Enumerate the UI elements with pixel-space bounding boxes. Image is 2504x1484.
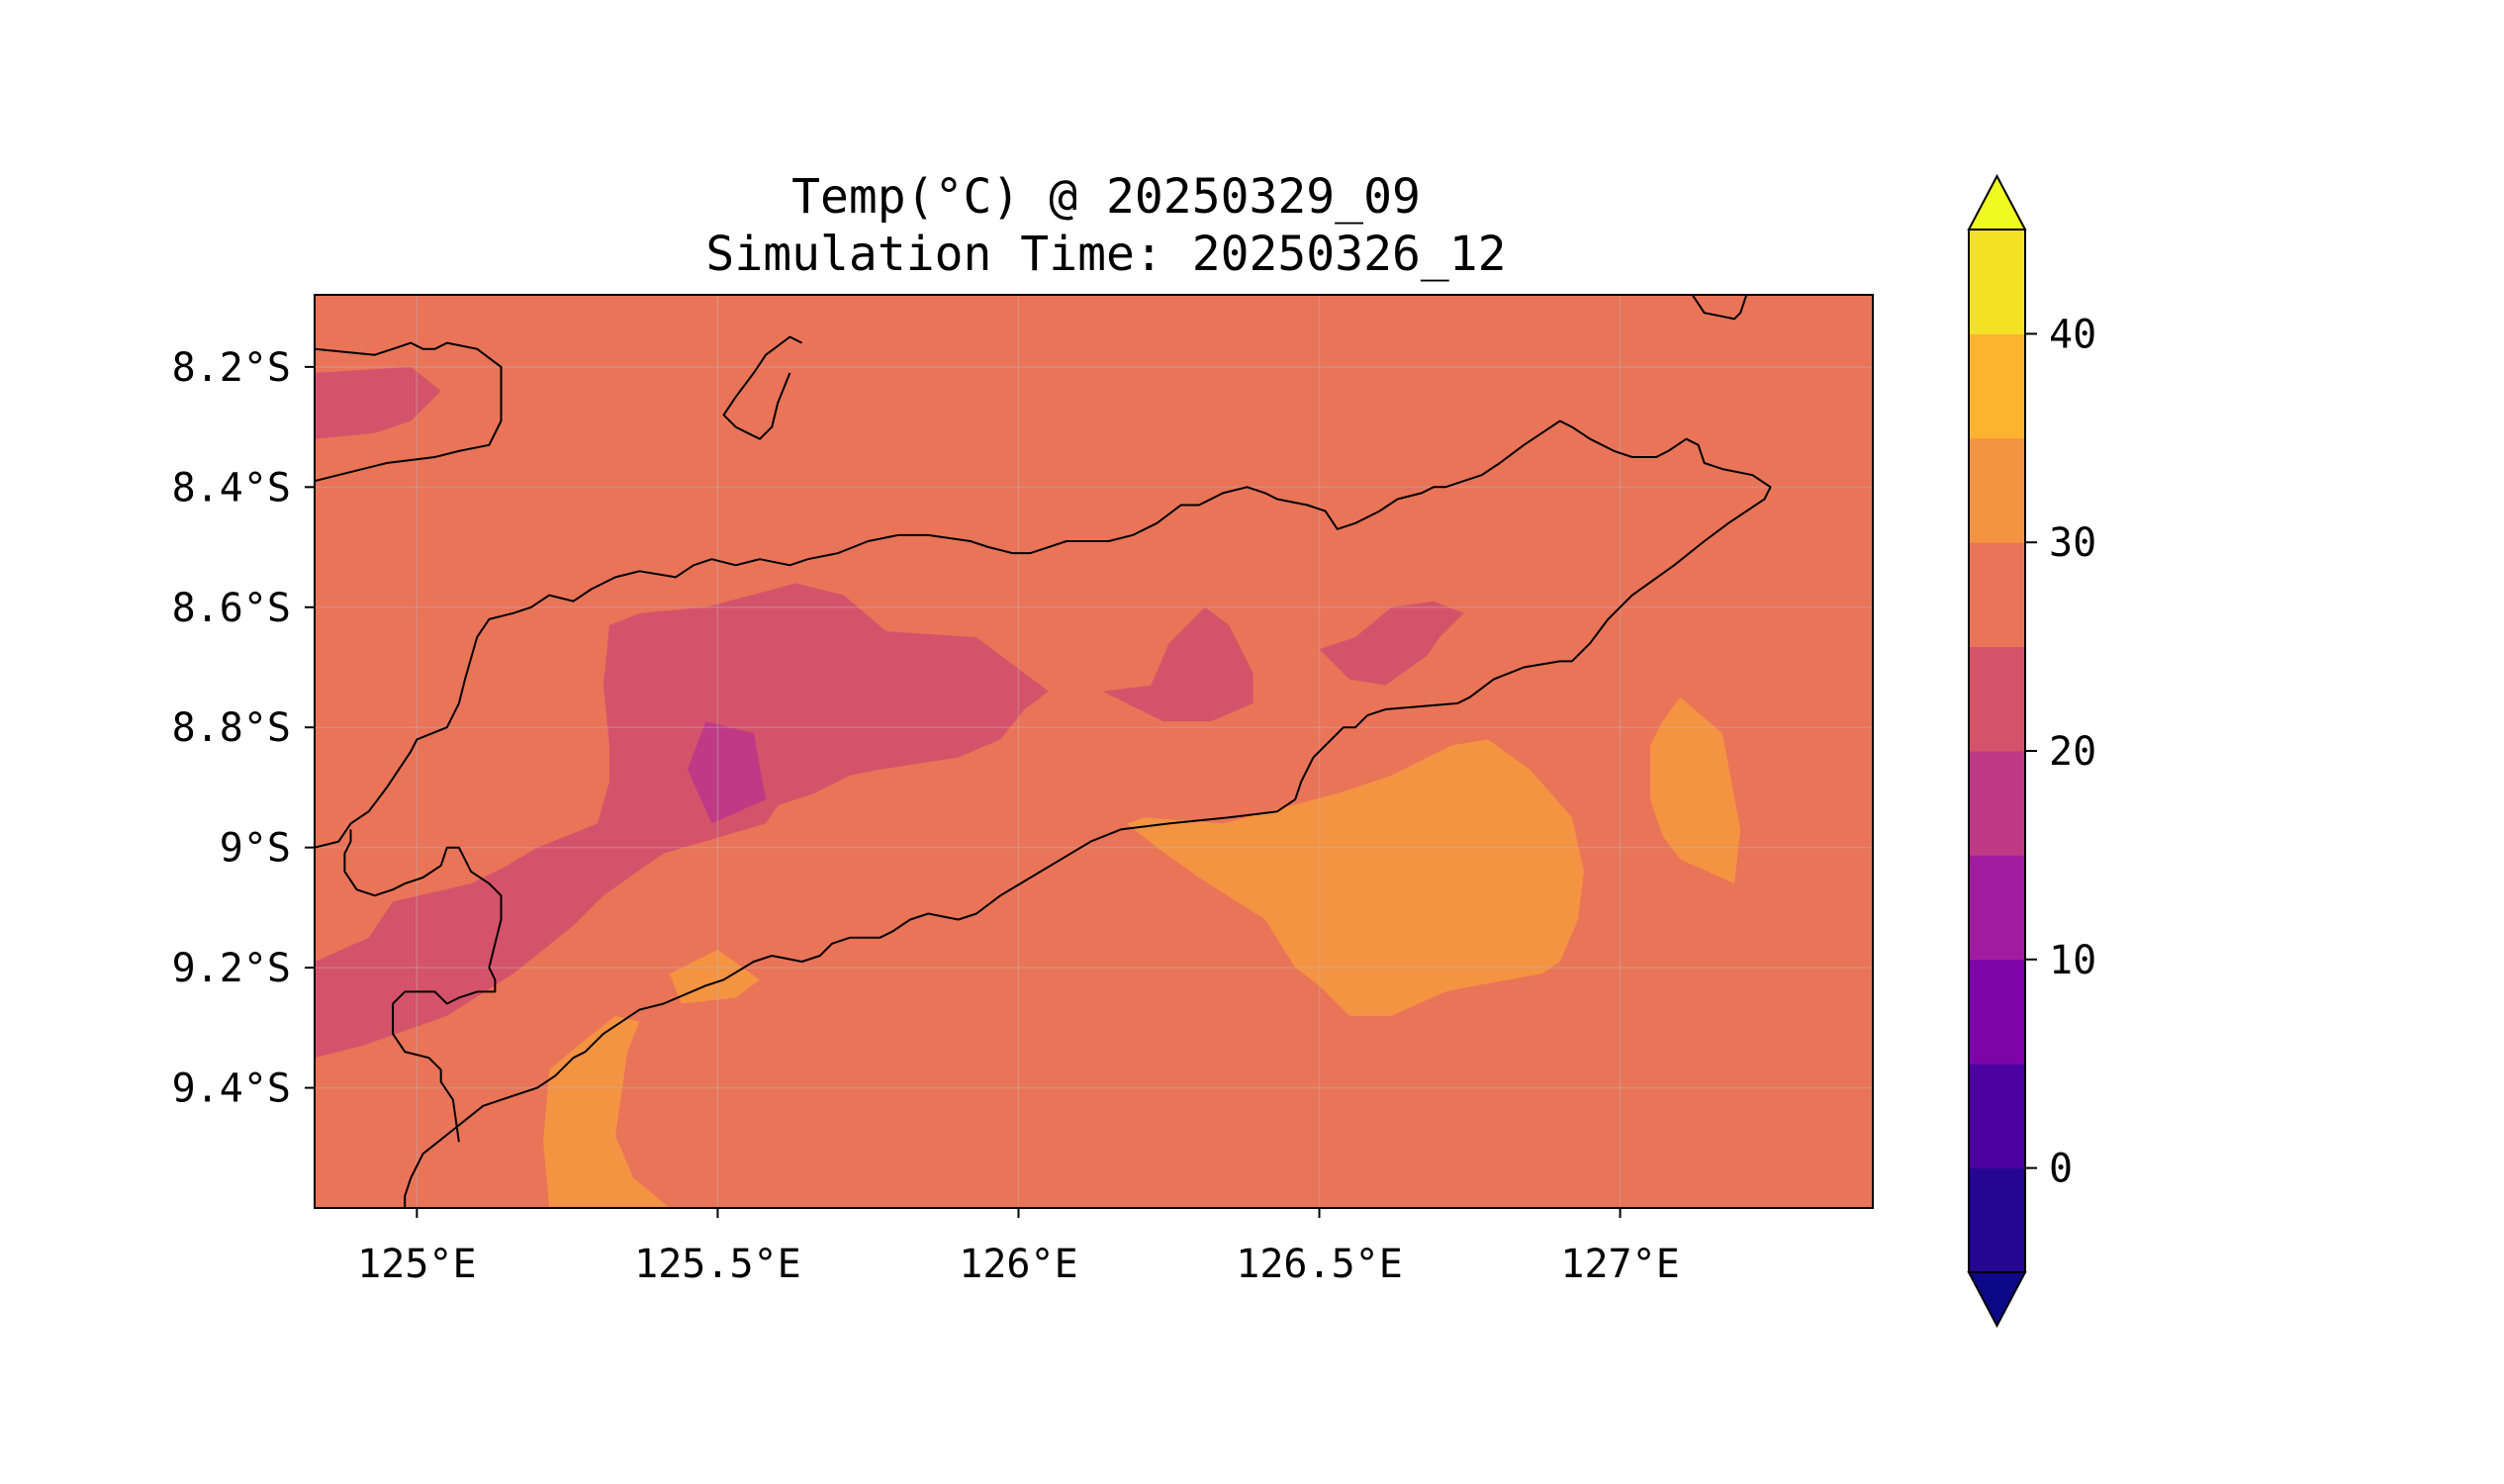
map-background-field bbox=[315, 295, 1873, 1208]
contour-region-20-25 bbox=[1319, 601, 1464, 686]
colorbar-band bbox=[1969, 333, 2025, 439]
contour-region-30-35 bbox=[1650, 696, 1741, 884]
colorbar-tick-label: 0 bbox=[2049, 1147, 2073, 1192]
colorbar-tick-label: 20 bbox=[2049, 729, 2096, 775]
colorbar-tick-label: 30 bbox=[2049, 520, 2096, 566]
coastline bbox=[315, 419, 1772, 1208]
x-tick-label: 125.5°E bbox=[634, 1242, 801, 1287]
colorbar: 0 10 20 30 40 bbox=[1967, 173, 2096, 1329]
colorbar-extend-max bbox=[1967, 173, 2027, 231]
coastline bbox=[315, 341, 503, 483]
contour-region-20-25 bbox=[315, 366, 441, 439]
x-tick-label: 126°E bbox=[959, 1242, 1077, 1287]
contour-region-20-25 bbox=[1102, 606, 1253, 722]
x-tick-label: 125°E bbox=[357, 1242, 476, 1287]
coastlines bbox=[315, 295, 1772, 1208]
coastline bbox=[343, 829, 503, 1143]
map-frame bbox=[314, 294, 1874, 1209]
colorbar-band bbox=[1969, 959, 2025, 1065]
map-panel: 125°E 125.5°E 126°E 126.5°E 127°E 8.2°S 8.4°S… bbox=[172, 294, 1874, 1287]
contour-region-30-35 bbox=[543, 1015, 670, 1208]
contour-region-30-35 bbox=[1126, 739, 1585, 1016]
y-tick-label: 8.8°S bbox=[172, 705, 291, 751]
longitude-ticks: 125°E 125.5°E 126°E 126.5°E 127°E bbox=[357, 1208, 1680, 1287]
colorbar-band bbox=[1969, 751, 2025, 856]
title-line-2: Simulation Time: 20250326_12 bbox=[705, 227, 1506, 282]
colorbar-band bbox=[1969, 437, 2025, 543]
title-line-1: Temp(°C) @ 20250329_09 bbox=[791, 169, 1421, 225]
coastline bbox=[1691, 295, 1748, 321]
colorbar-band bbox=[1969, 542, 2025, 648]
y-tick-label: 9.2°S bbox=[172, 946, 291, 991]
colorbar-band bbox=[1969, 1064, 2025, 1169]
colorbar-tick-label: 40 bbox=[2049, 312, 2096, 357]
contour-region-20-25 bbox=[315, 583, 1049, 1059]
y-tick-label: 9°S bbox=[220, 826, 291, 872]
temperature-contours bbox=[315, 366, 1741, 1208]
colorbar-extend-min bbox=[1967, 1271, 2027, 1329]
colorbar-band bbox=[1969, 1167, 2025, 1273]
y-tick-label: 8.6°S bbox=[172, 586, 291, 631]
colorbar-band bbox=[1969, 230, 2025, 334]
latitude-ticks: 8.2°S 8.4°S 8.6°S 8.8°S 9°S 9.2°S 9.4°S bbox=[172, 345, 315, 1112]
y-tick-label: 8.2°S bbox=[172, 345, 291, 391]
colorbar-tick-label: 10 bbox=[2049, 938, 2096, 983]
contour-region-30-35 bbox=[669, 949, 760, 1004]
contour-region-15-20 bbox=[688, 721, 767, 824]
colorbar-band bbox=[1969, 855, 2025, 961]
x-tick-label: 127°E bbox=[1560, 1242, 1679, 1287]
colorbar-band bbox=[1969, 646, 2025, 752]
y-tick-label: 9.4°S bbox=[172, 1067, 291, 1112]
coastline bbox=[722, 335, 803, 440]
y-tick-label: 8.4°S bbox=[172, 465, 291, 510]
title: Temp(°C) @ 20250329_09 Simulation Time: … bbox=[705, 169, 1506, 282]
x-tick-label: 126.5°E bbox=[1236, 1242, 1403, 1287]
